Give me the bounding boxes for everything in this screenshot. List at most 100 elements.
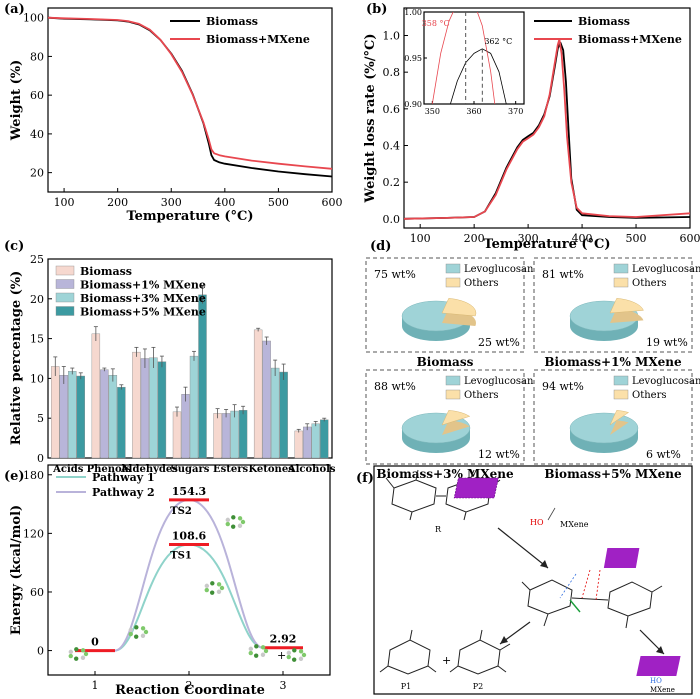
category-label: Phenols — [87, 464, 132, 475]
molecule-structure — [248, 644, 269, 658]
plot-frame-b — [403, 7, 691, 229]
atom — [74, 647, 79, 652]
panel-label-e: (e) — [4, 469, 25, 484]
inset-ytick-label: 0.95 — [404, 54, 422, 63]
panel-c: (c) 0 5 10 15 20 25 Acids PhenolsAldehydesSuga… — [4, 239, 336, 475]
bar — [149, 357, 158, 459]
xlabel-b: Temperature (°C) — [483, 237, 610, 252]
legend-b-mxene-label: Biomass+MXene — [578, 33, 682, 46]
mxene-slab-complex — [603, 548, 640, 568]
plus-sign-e: + — [277, 649, 286, 662]
atom — [248, 650, 253, 656]
scheme-arrow-1 — [497, 527, 549, 569]
atom — [210, 581, 215, 586]
ylabel-e: Energy (kcal/mol) — [9, 505, 24, 635]
xtick-label: 500 — [626, 232, 647, 245]
bar — [262, 340, 271, 459]
ytick-label: 180 — [23, 469, 44, 482]
atom — [140, 633, 146, 638]
legend-b-biomass-label: Biomass — [578, 15, 630, 28]
ytick-label: 0.2 — [383, 176, 401, 189]
bar — [140, 358, 150, 459]
plot-frame-a — [47, 7, 333, 193]
bar — [270, 367, 280, 459]
pie-group: Levoglucosan Others 88 wt% 12 wt% Biomass+3%… — [365, 369, 534, 481]
ylabel-c: Relative percentage (%) — [9, 271, 24, 446]
xtick-label: 300 — [161, 196, 182, 209]
legend-c-label: Biomass+3% MXene — [80, 292, 206, 305]
pie-title: Biomass+1% MXene — [544, 355, 682, 369]
bar — [68, 371, 77, 459]
category-label: Aldehydes — [120, 464, 178, 475]
cleaving-bond — [569, 599, 581, 613]
scheme-arrow-2-head — [500, 636, 508, 644]
inset-mxene-line — [431, 12, 496, 104]
atom — [143, 629, 149, 635]
atom — [240, 519, 246, 525]
energy-level-label: 0 — [91, 636, 99, 649]
series-mxene-line — [47, 16, 333, 170]
ytick-label: 5 — [37, 412, 44, 425]
xtick-label: 400 — [214, 196, 235, 209]
ytick-label: 60 — [30, 89, 44, 102]
legend-e-pathway1-label: Pathway 1 — [92, 471, 155, 484]
pie-others-value: 6 wt% — [646, 448, 681, 461]
pie-levo-value: 88 wt% — [374, 380, 416, 393]
panel-b: (b) 100 200 300 400 500 600 0.0 0.2 0.4 0.6 0.8 1.0… — [363, 2, 700, 252]
legend-c-swatch — [55, 265, 75, 276]
ytick-label: 25 — [30, 253, 44, 266]
atom — [301, 652, 307, 658]
atom — [68, 653, 73, 659]
pie-title: Biomass+3% MXene — [376, 467, 514, 481]
atom — [73, 656, 79, 661]
bar — [76, 375, 85, 459]
pie-legend-levo-swatch — [445, 375, 461, 386]
xtick-label: 400 — [572, 232, 593, 245]
panel-a: (a) 100 200 300 400 500 600 20 40 60 80 100 Biomas… — [4, 2, 343, 224]
molecule-structure — [68, 647, 89, 661]
bar — [172, 411, 182, 459]
xtick-label: 100 — [54, 196, 75, 209]
inset-ytick-label: 0.90 — [404, 100, 422, 109]
hbond-2 — [595, 569, 601, 601]
atom — [286, 650, 292, 656]
atom — [231, 515, 236, 520]
atom — [225, 521, 230, 527]
panel-d: (d) Levoglucosan Others 75 wt% 25 wt% Biomas… — [365, 239, 700, 481]
reactant-label: R — [435, 525, 442, 534]
p1-label: P1 — [401, 682, 411, 691]
atom — [230, 524, 236, 529]
bar — [253, 329, 263, 459]
legend-c-label: Biomass+1% MXene — [80, 279, 206, 292]
category-label: Alcohols — [287, 464, 336, 475]
product-p2 — [449, 629, 511, 675]
atom — [204, 583, 210, 589]
molecule-structure — [286, 648, 307, 662]
ticks-b: 100 200 300 400 500 600 0.0 0.2 0.4 0.6 0.8 1.0 — [383, 30, 700, 246]
product-p1 — [379, 629, 437, 675]
pie-legend-others-swatch — [445, 389, 461, 400]
lines-a — [47, 16, 333, 178]
atom — [128, 627, 134, 633]
ytick-label: 0.8 — [383, 66, 401, 79]
ytick-label: 10 — [30, 372, 44, 385]
atom — [209, 590, 215, 595]
bar — [294, 430, 303, 459]
atom — [216, 589, 222, 594]
legend-c-swatch — [55, 279, 75, 289]
ytick-label: 40 — [30, 128, 44, 141]
plus-sign: + — [442, 654, 451, 667]
ytick-label: 1.0 — [383, 30, 401, 43]
panel-label-c: (c) — [4, 239, 24, 254]
xtick-label: 100 — [410, 232, 431, 245]
xtick-label: 200 — [107, 196, 128, 209]
xtick-label: 300 — [518, 232, 539, 245]
ticks-a: 100 200 300 400 500 600 20 40 60 80 100 — [23, 12, 343, 209]
inset-xtick-label: 350 — [425, 107, 440, 116]
inset-biomass-line — [449, 48, 507, 104]
bar — [59, 375, 68, 459]
bar — [189, 355, 199, 459]
atom — [68, 649, 74, 655]
